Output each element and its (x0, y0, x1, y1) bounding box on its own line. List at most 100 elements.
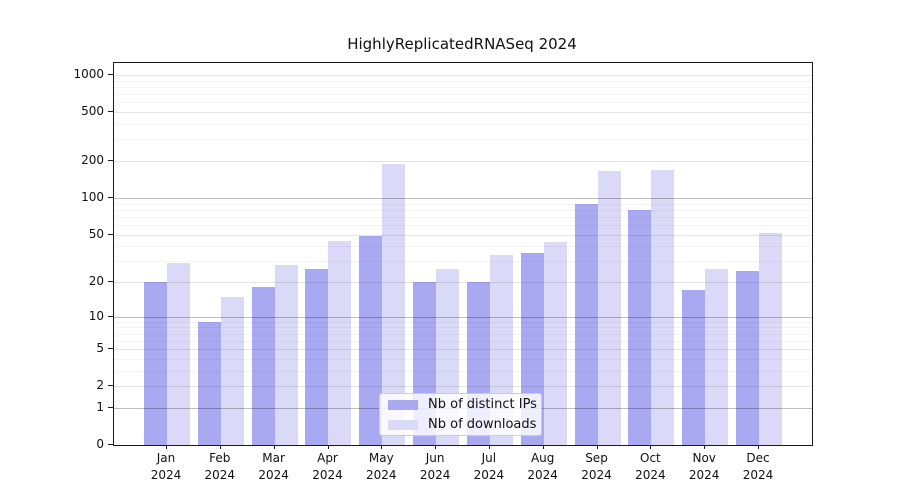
y-tick-mark-2 (108, 385, 113, 387)
legend-swatch-downloads (388, 419, 418, 430)
gridline-minor-3 (114, 370, 812, 372)
gridline-minor-40 (114, 246, 812, 248)
x-tick-label-aug: Aug 2024 (516, 450, 570, 484)
x-tick-mark-nov (704, 445, 706, 449)
legend-label-downloads: Nb of downloads (428, 416, 537, 432)
y-tick-mark-100 (108, 196, 113, 198)
x-tick-label-mar: Mar 2024 (247, 450, 301, 484)
x-tick-mark-aug (542, 445, 544, 449)
bar-apr-downloads (328, 241, 352, 445)
gridline-minor-4 (114, 358, 812, 360)
gridline-50 (114, 234, 812, 236)
y-tick-label-200: 200 (81, 153, 104, 167)
x-tick-year: 2024 (635, 468, 666, 482)
x-tick-mark-sep (596, 445, 598, 449)
x-tick-year: 2024 (473, 468, 505, 482)
x-tick-month: Jan (156, 451, 176, 465)
gridline-minor-80 (114, 209, 812, 211)
gridline-minor-600 (114, 102, 812, 104)
x-tick-mark-jan (166, 445, 167, 449)
bar-jan-distinct-ips (144, 282, 167, 445)
bar-dec-downloads (759, 233, 782, 445)
y-tick-label-1: 1 (96, 399, 104, 414)
gridline-20 (114, 282, 812, 283)
y-tick-mark-50 (108, 233, 113, 235)
gridline-minor-8 (114, 327, 812, 329)
bar-mar-distinct-ips (251, 287, 275, 445)
y-tick-label-5: 5 (96, 341, 104, 356)
x-tick-month: Apr (317, 451, 338, 465)
gridline-minor-9 (114, 321, 812, 323)
x-tick-year: 2024 (527, 468, 558, 482)
bar-dec-distinct-ips (736, 270, 759, 445)
x-tick-label-sep: Sep 2024 (570, 450, 624, 484)
x-tick-label-jun: Jun 2024 (408, 450, 462, 484)
y-tick-label-2: 2 (96, 378, 104, 393)
x-tick-month: Sep (585, 451, 608, 465)
x-tick-year: 2024 (366, 468, 397, 482)
y-tick-mark-1000 (108, 74, 113, 76)
gridline-1000 (114, 75, 812, 77)
gridline-2 (114, 386, 812, 388)
x-tick-year: 2024 (312, 468, 343, 482)
gridline-5 (114, 349, 812, 351)
x-tick-label-apr: Apr 2024 (301, 450, 355, 484)
x-tick-month: Feb (209, 451, 231, 465)
bar-oct-downloads (651, 169, 675, 445)
bar-nov-downloads (705, 268, 729, 445)
x-tick-mark-dec (758, 445, 759, 449)
x-tick-mark-may (381, 445, 383, 449)
x-tick-label-nov: Nov 2024 (677, 450, 731, 484)
x-tick-year: 2024 (688, 468, 720, 482)
y-tick-mark-10 (108, 315, 113, 317)
gridline-minor-90 (114, 203, 812, 205)
x-tick-mark-feb (219, 445, 221, 449)
gridline-minor-800 (114, 87, 812, 88)
x-tick-month: Aug (530, 451, 555, 465)
bar-aug-downloads (543, 242, 567, 445)
y-tick-mark-200 (108, 160, 113, 161)
x-tick-label-feb: Feb 2024 (193, 450, 247, 484)
legend: Nb of distinct IPs Nb of downloads (379, 393, 542, 436)
gridline-200 (114, 161, 812, 162)
bar-may-distinct-ips (359, 235, 383, 445)
x-tick-month: Jul (481, 451, 497, 465)
x-tick-month: Nov (692, 451, 716, 465)
x-tick-label-oct: Oct 2024 (623, 450, 677, 484)
y-tick-label-10: 10 (88, 308, 104, 323)
x-tick-year: 2024 (204, 468, 236, 482)
gridline-minor-60 (114, 224, 812, 226)
x-tick-month: Jun (425, 451, 445, 465)
x-tick-year: 2024 (742, 468, 774, 482)
gridline-500 (114, 112, 812, 114)
y-tick-label-20: 20 (88, 274, 104, 288)
gridline-100 (114, 197, 812, 199)
bar-apr-distinct-ips (305, 268, 329, 445)
bar-feb-downloads (220, 296, 244, 445)
x-tick-label-jul: Jul 2024 (462, 450, 516, 484)
x-tick-year: 2024 (258, 468, 289, 482)
gridline-minor-7 (114, 333, 812, 335)
chart-title: HighlyReplicatedRNASeq 2024 (347, 35, 577, 53)
y-tick-mark-20 (108, 281, 113, 282)
x-tick-mark-oct (650, 445, 652, 449)
x-tick-label-dec: Dec 2024 (731, 450, 785, 484)
x-tick-label-jan: Jan 2024 (139, 450, 193, 484)
gridline-minor-30 (114, 261, 812, 263)
y-tick-label-1000: 1000 (73, 67, 104, 82)
gridline-minor-70 (114, 216, 812, 218)
plot-area: Nb of distinct IPs Nb of downloads (113, 62, 813, 446)
x-tick-mark-mar (273, 445, 275, 449)
y-tick-label-500: 500 (81, 104, 104, 119)
legend-label-distinct-ips: Nb of distinct IPs (428, 396, 537, 412)
x-tick-label-may: May 2024 (354, 450, 408, 484)
bar-may-downloads (382, 163, 406, 445)
x-tick-year: 2024 (419, 468, 451, 482)
gridline-minor-300 (114, 139, 812, 141)
bar-nov-distinct-ips (682, 290, 706, 445)
y-tick-mark-500 (108, 111, 113, 113)
x-tick-year: 2024 (581, 468, 612, 482)
legend-item-distinct-ips: Nb of distinct IPs (388, 396, 537, 413)
bar-jan-downloads (167, 262, 190, 445)
